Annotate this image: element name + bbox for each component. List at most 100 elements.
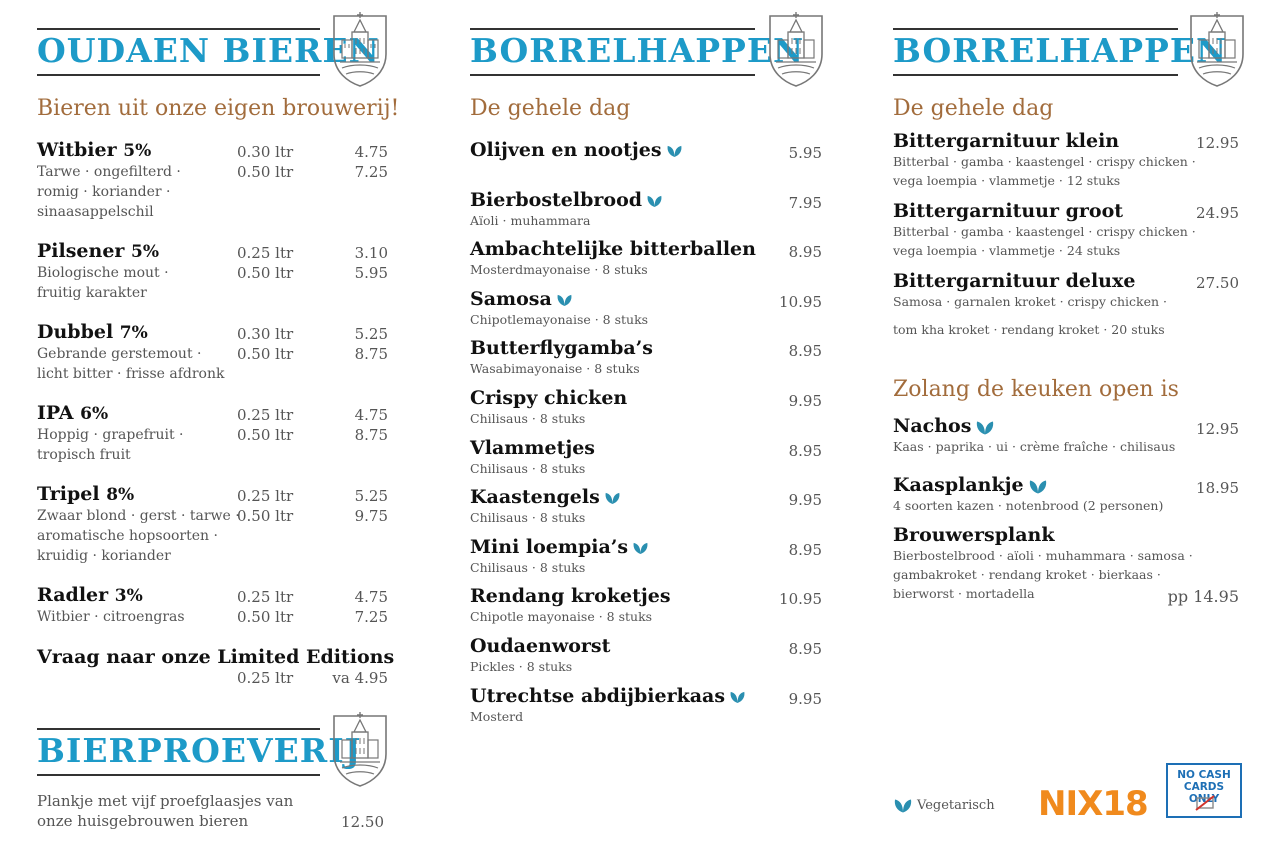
section-header: BORRELHAPPEN [893, 0, 1248, 92]
item-name: Utrechtse abdijbierkaas [470, 685, 822, 707]
snack-item: Oudaenworst Pickles · 8 stuks 8.95 [470, 635, 822, 676]
item-desc: Samosa · garnalen kroket · crispy chicke… [893, 294, 1167, 309]
item-label: Rendang kroketjes [470, 585, 671, 608]
item-name: Samosa [470, 288, 822, 310]
divider [37, 28, 320, 30]
menu-item: Nachos Kaas · paprika · ui · crème fraîc… [893, 415, 1239, 456]
item-desc: Bitterbal · gamba · kaastengel · crispy … [893, 224, 1196, 239]
beer-tripel: Tripel 8% Zwaar blond · gerst · tarwe · … [37, 483, 397, 566]
volume: 0.30 ltr [237, 143, 294, 161]
item-name: Butterflygamba’s [470, 337, 822, 359]
item-desc: Mosterd [470, 708, 524, 724]
item-label: Kaastengels [470, 486, 600, 509]
price: 4.75 [354, 588, 388, 606]
snack-item: Bierbostelbrood Aïoli · muhammara 7.95 [470, 189, 822, 230]
snack-item: Olijven en nootjes 5.95 [470, 139, 822, 162]
volume: 0.30 ltr [237, 325, 294, 343]
volume: 0.50 ltr [237, 507, 294, 525]
section-title: BIERPROEVERIJ [37, 731, 362, 770]
item-label: Butterflygamba’s [470, 337, 653, 360]
item-desc: 4 soorten kazen · notenbrood (2 personen… [893, 498, 1164, 513]
item-label: Vlammetjes [470, 436, 596, 459]
divider [893, 74, 1178, 76]
item-name: Brouwersplank [893, 524, 1055, 546]
price: 5.25 [354, 325, 388, 343]
item-name: Tripel 8% [37, 483, 397, 506]
item-name: Ambachtelijke bitterballen [470, 238, 822, 260]
item-label: Utrechtse abdijbierkaas [470, 684, 726, 707]
item-desc: Tarwe · ongefilterd · [37, 164, 181, 180]
beer-abv: 5% [123, 141, 152, 161]
item-name: IPA 6% [37, 402, 397, 425]
snack-item: Butterflygamba’s Wasabimayonaise · 8 stuk… [470, 337, 822, 378]
price: 7.25 [354, 163, 388, 181]
beer-name: Pilsener [37, 240, 125, 262]
beer-name: Radler [37, 584, 109, 606]
item-name: Bittergarnituur deluxe [893, 270, 1136, 292]
tasting-board: Plankje met vijf proefglaasjes van onze … [37, 791, 397, 831]
item-name: Witbier 5% [37, 139, 397, 162]
divider [37, 74, 320, 76]
item-desc: fruitig karakter [37, 285, 147, 301]
price: 12.95 [1196, 134, 1239, 152]
item-name: Crispy chicken [470, 387, 822, 409]
item-desc: vega loempia · vlammetje · 24 stuks [893, 243, 1121, 258]
item-label: Nachos [893, 415, 972, 437]
volume: 0.50 ltr [237, 426, 294, 444]
menu-item: Brouwersplank Bierbostelbrood · aïoli · … [893, 524, 1239, 606]
limited-editions: Vraag naar onze Limited Editions 0.25 lt… [37, 646, 397, 687]
beer-dubbel: Dubbel 7% Gebrande gerstemout · licht bi… [37, 321, 397, 384]
item-desc: Kaas · paprika · ui · crème fraîche · ch… [893, 439, 1176, 454]
item-desc: Pickles · 8 stuks [470, 659, 573, 674]
price: 5.95 [354, 264, 388, 282]
item-name: Vraag naar onze Limited Editions [37, 646, 395, 668]
price: 27.50 [1196, 274, 1239, 292]
price: 4.75 [354, 406, 388, 424]
item-desc: Mosterdmayonaise · 8 stuks [470, 262, 648, 278]
beer-ipa: IPA 6% Hoppig · grapefruit · tropisch fr… [37, 402, 397, 465]
price: 8.75 [354, 345, 388, 363]
item-desc: licht bitter · frisse afdronk [37, 366, 225, 382]
section-subtitle: Bieren uit onze eigen brouwerij! [37, 96, 400, 121]
item-label: Samosa [470, 287, 552, 310]
church-crest-icon [1190, 12, 1244, 87]
price: 12.95 [1196, 420, 1239, 438]
price: 12.50 [341, 813, 384, 831]
item-desc: Chilisaus · 8 stuks [470, 460, 586, 476]
divider [37, 774, 320, 776]
item-desc: Gebrande gerstemout · [37, 346, 202, 362]
beer-name: IPA [37, 402, 74, 424]
item-name: Vlammetjes [470, 437, 822, 459]
vegetarian-leaf-icon [647, 195, 662, 207]
church-crest-icon [769, 12, 823, 87]
vegetarian-leaf-icon [557, 294, 572, 306]
nix18-logo: NIX18 [1038, 784, 1149, 820]
price: pp 14.95 [1167, 587, 1239, 606]
item-label: Mini loempia’s [470, 535, 629, 558]
snack-item: Kaastengels Chilisaus · 8 stuks 9.95 [470, 486, 822, 527]
item-label: Oudaenworst [470, 635, 611, 657]
item-label: Bierbostelbrood [470, 188, 643, 211]
price: 8.95 [788, 342, 822, 361]
snack-item: Vlammetjes Chilisaus · 8 stuks 8.95 [470, 437, 822, 478]
volume: 0.25 ltr [237, 487, 294, 505]
snack-item: Rendang kroketjes Chipotle mayonaise · 8 … [470, 585, 822, 626]
item-desc: Chilisaus · 8 stuks [470, 510, 586, 526]
crossed-cash-icon [1195, 795, 1215, 811]
item-name: Mini loempia’s [470, 536, 822, 558]
snack-item: Mini loempia’s Chilisaus · 8 stuks 8.95 [470, 536, 822, 577]
price: 8.95 [788, 540, 822, 559]
menu-item: Bittergarnituur klein Bitterbal · gamba … [893, 130, 1239, 190]
item-name: Kaastengels [470, 486, 822, 508]
item-desc: Chipotlemayonaise · 8 stuks [470, 311, 649, 327]
vegetarian-legend: Vegetarisch [893, 797, 995, 814]
volume: 0.50 ltr [237, 264, 294, 282]
beer-abv: 6% [80, 404, 109, 424]
price: 9.95 [788, 689, 822, 708]
no-cash-line: NO CASH [1177, 769, 1231, 781]
divider [37, 728, 320, 730]
section-header: BORRELHAPPEN [470, 0, 830, 92]
volume: 0.25 ltr [237, 244, 294, 262]
item-label: Kaasplankje [893, 474, 1024, 496]
item-name: Rendang kroketjes [470, 585, 822, 607]
